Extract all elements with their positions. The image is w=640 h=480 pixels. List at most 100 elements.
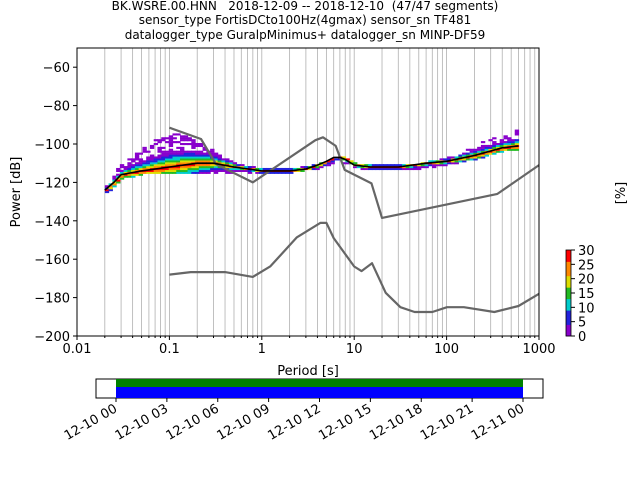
ppsd-cell <box>161 150 166 153</box>
ppsd-cell <box>138 158 144 161</box>
ppsd-cell <box>198 169 204 172</box>
ppsd-cell <box>108 189 113 192</box>
ppsd-cell <box>157 154 162 157</box>
ppsd-cell <box>168 141 174 144</box>
colorbar-segment <box>566 278 571 282</box>
ppsd-cell <box>465 148 471 151</box>
ppsd-cell <box>187 162 192 165</box>
ppsd-cell <box>146 160 151 163</box>
ppsd-cell <box>469 152 474 155</box>
ppsd-cell <box>164 167 170 171</box>
ppsd-cell <box>341 156 347 159</box>
ppsd-cell <box>202 158 207 161</box>
ppsd-cell <box>119 169 125 172</box>
ppsd-cell <box>236 169 241 172</box>
ppsd-cell <box>416 166 422 169</box>
ppsd-cell <box>304 166 309 169</box>
ppsd-cell <box>221 158 226 161</box>
ppsd-cell <box>123 166 128 169</box>
ppsd-cell <box>168 156 174 159</box>
ppsd-cell <box>495 143 501 146</box>
ppsd-cell <box>131 164 136 167</box>
ppsd-cell <box>149 171 155 174</box>
ppsd-cell <box>401 164 407 167</box>
ppsd-cell <box>450 160 456 163</box>
ppsd-cell <box>131 158 136 161</box>
ppsd-cell <box>266 167 271 171</box>
ppsd-cell <box>191 171 196 174</box>
ppsd-cell <box>198 143 204 146</box>
ppsd-cell <box>495 144 501 148</box>
ppsd-cell <box>157 150 162 153</box>
ppsd-cell <box>217 167 222 171</box>
ppsd-cell <box>499 150 505 153</box>
ppsd-cell <box>116 181 121 184</box>
ppsd-cell <box>225 158 230 161</box>
ppsd-cell <box>187 137 192 140</box>
ppsd-cell <box>480 146 486 149</box>
ppsd-cell <box>210 152 215 155</box>
ppsd-cell <box>432 164 437 167</box>
ppsd-cell <box>164 169 170 172</box>
ppsd-cell <box>473 156 478 159</box>
ppsd-cell <box>210 150 215 153</box>
ppsd-cell <box>123 167 128 171</box>
ppsd-cell <box>180 167 185 171</box>
colorbar-segment <box>566 298 571 302</box>
ppsd-cell <box>127 173 132 176</box>
ppsd-cell <box>477 148 482 151</box>
ppsd-cell <box>142 171 147 174</box>
colorbar-label: [%] <box>614 182 629 205</box>
ppsd-cell <box>289 167 294 171</box>
ppsd-cell <box>326 162 332 165</box>
ppsd-cell <box>127 169 132 172</box>
ppsd-cell <box>398 167 403 171</box>
ppsd-cell <box>492 152 497 155</box>
ppsd-cell <box>202 160 207 163</box>
ppsd-cell <box>168 143 174 146</box>
axes: 0.01 0.1 1 10 100 1000 −200 −180 −160 −140 −120 −10… <box>34 61 555 357</box>
ppsd-cell <box>206 164 211 167</box>
ppsd-cell <box>168 137 174 140</box>
ppsd-cell <box>153 162 159 165</box>
availability-bottom-bar <box>116 387 523 398</box>
ppsd-cell <box>480 141 486 144</box>
ppsd-cell <box>503 141 508 144</box>
ppsd-cell <box>488 152 493 155</box>
ppsd-cell <box>401 166 407 169</box>
colorbar-tick-label: 10 <box>578 301 595 316</box>
ppsd-cell <box>492 137 497 140</box>
ppsd-cell <box>131 169 136 172</box>
ppsd-cell <box>168 148 174 151</box>
ppsd-cell <box>134 158 140 161</box>
ppsd-cell <box>198 160 204 163</box>
colorbar-segment <box>566 255 571 259</box>
ppsd-cell <box>281 171 286 174</box>
ppsd-cell <box>164 152 170 155</box>
ppsd-cell <box>183 150 189 153</box>
ppsd-cell <box>142 162 147 165</box>
ppsd-cell <box>195 154 200 157</box>
availability-tick-label: 12-10 21 <box>418 401 476 443</box>
ppsd-cell <box>161 167 166 171</box>
ppsd-cell <box>149 160 155 163</box>
ppsd-cell <box>213 152 219 155</box>
ppsd-cell <box>172 171 177 174</box>
ppsd-cell <box>172 160 177 163</box>
availability-top-bar <box>116 379 523 387</box>
ppsd-cell <box>315 167 320 171</box>
ppsd-cell <box>183 154 189 157</box>
ppsd-cell <box>153 158 159 161</box>
ppsd-cell <box>187 167 192 171</box>
ppsd-cell <box>157 156 162 159</box>
ppsd-cell <box>172 162 177 165</box>
ppsd-cell <box>127 167 132 171</box>
ppsd-cell <box>112 183 117 186</box>
ppsd-cell <box>356 166 362 169</box>
ppsd-cell <box>161 162 166 165</box>
ppsd-cell <box>183 160 189 163</box>
ppsd-cell <box>507 137 512 140</box>
ppsd-cell <box>161 152 166 155</box>
ppsd-cell <box>435 164 441 167</box>
grid-layer <box>104 48 536 336</box>
